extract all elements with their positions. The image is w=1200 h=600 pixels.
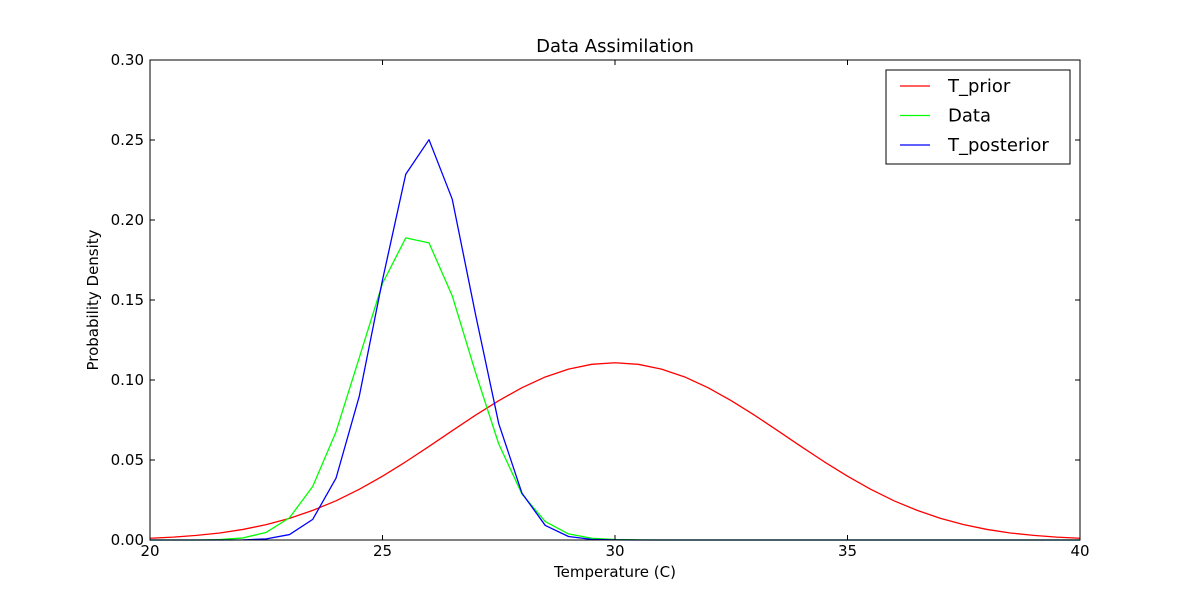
legend: T_prior Data T_posterior: [885, 69, 1071, 165]
x-axis-title: Temperature (C): [553, 563, 676, 581]
legend-label: T_prior: [947, 76, 1011, 97]
y-tick-label: 0.20: [111, 211, 144, 229]
chart-title: Data Assimilation: [536, 36, 694, 57]
y-tick-label: 0.10: [111, 371, 144, 389]
y-tick-label: 0.15: [111, 291, 144, 309]
x-tick-label: 35: [838, 542, 857, 560]
x-tick-label: 40: [1070, 542, 1089, 560]
y-axis-title: Probability Density: [84, 229, 102, 370]
x-axis-ticks: 20 25 30 35 40: [140, 60, 1090, 560]
series-line-t-prior: [149, 362, 1081, 539]
y-axis-ticks: 0.00 0.05 0.10 0.15 0.20 0.25 0.30: [111, 51, 1080, 549]
legend-label: T_posterior: [947, 135, 1049, 156]
x-tick-label: 30: [605, 542, 624, 560]
x-tick-label: 25: [373, 542, 392, 560]
y-tick-label: 0.05: [111, 451, 144, 469]
legend-label: Data: [948, 106, 991, 127]
y-tick-label: 0.25: [111, 131, 144, 149]
x-tick-label: 20: [140, 542, 159, 560]
y-tick-label: 0.00: [111, 531, 144, 549]
y-tick-label: 0.30: [111, 51, 144, 69]
